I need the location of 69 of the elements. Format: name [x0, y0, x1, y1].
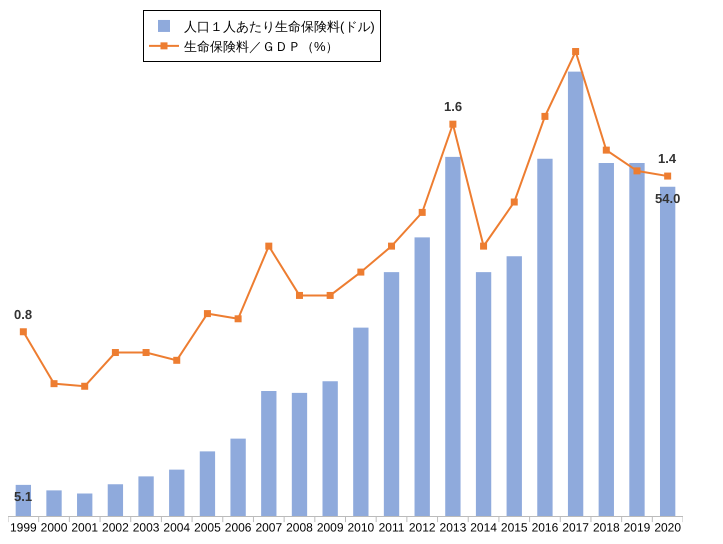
point [572, 48, 580, 56]
point [50, 380, 58, 388]
point [81, 382, 88, 390]
x-tick-label: 2002 [102, 520, 130, 534]
bar [46, 490, 62, 516]
data-label: 1.4 [658, 151, 677, 166]
point [326, 292, 334, 299]
x-tick-label: 2018 [592, 520, 620, 534]
bar [108, 484, 124, 516]
point [265, 242, 272, 250]
point [480, 242, 488, 250]
x-tick-label: 2020 [654, 520, 682, 534]
point [418, 208, 426, 216]
bar [138, 476, 154, 516]
x-tick-label: 2007 [255, 520, 282, 534]
point [449, 120, 456, 128]
x-tick-label: 2014 [470, 520, 498, 534]
x-tick-label: 2019 [624, 520, 651, 534]
data-label: 0.8 [14, 307, 32, 322]
x-tick-label: 2009 [316, 520, 344, 534]
x-tick-label: 1999 [10, 520, 38, 534]
bar [261, 391, 276, 516]
x-tick-label: 2000 [40, 520, 68, 534]
x-tick-label: 2001 [71, 520, 98, 534]
x-tick-label: 2004 [163, 520, 190, 534]
point [388, 242, 396, 250]
point [142, 349, 150, 356]
x-tick-label: 2011 [378, 520, 405, 534]
point [633, 167, 640, 174]
bar [169, 470, 184, 516]
point [112, 349, 119, 356]
bar [230, 438, 246, 516]
data-label: 1.6 [444, 99, 462, 114]
point [357, 268, 364, 276]
bar [476, 272, 492, 516]
point [664, 172, 672, 180]
x-tick-label: 2005 [194, 520, 222, 534]
bar [568, 72, 584, 516]
x-tick-label: 2008 [286, 520, 314, 534]
x-tick-label: 2015 [500, 520, 528, 534]
point [20, 328, 27, 336]
bar [322, 381, 338, 516]
bar [537, 158, 553, 516]
point [510, 198, 518, 206]
x-tick-label: 2003 [132, 520, 160, 534]
bar [598, 163, 614, 516]
legend-label: 人口１人あたり生命保険料(ドル) [184, 19, 375, 34]
bar [353, 328, 369, 516]
bar [200, 451, 216, 516]
bar [445, 156, 461, 516]
bar [506, 256, 522, 516]
x-tick-label: 2010 [347, 520, 375, 534]
bar [629, 163, 645, 516]
legend-label: 生命保険料／ＧＤＰ（%） [184, 38, 339, 54]
bar [384, 272, 400, 516]
point [296, 292, 303, 299]
x-tick-label: 2012 [408, 520, 436, 534]
point [173, 356, 180, 364]
bar [414, 237, 430, 516]
x-tick-label: 2016 [532, 520, 559, 534]
x-tick-label: 2013 [440, 520, 467, 534]
x-tick-label: 2006 [224, 520, 252, 534]
point [602, 146, 610, 154]
point [541, 112, 548, 120]
x-tick-label: 2017 [562, 520, 590, 534]
bar [292, 392, 308, 516]
bar [77, 493, 92, 516]
point [234, 315, 242, 322]
point [204, 310, 211, 318]
